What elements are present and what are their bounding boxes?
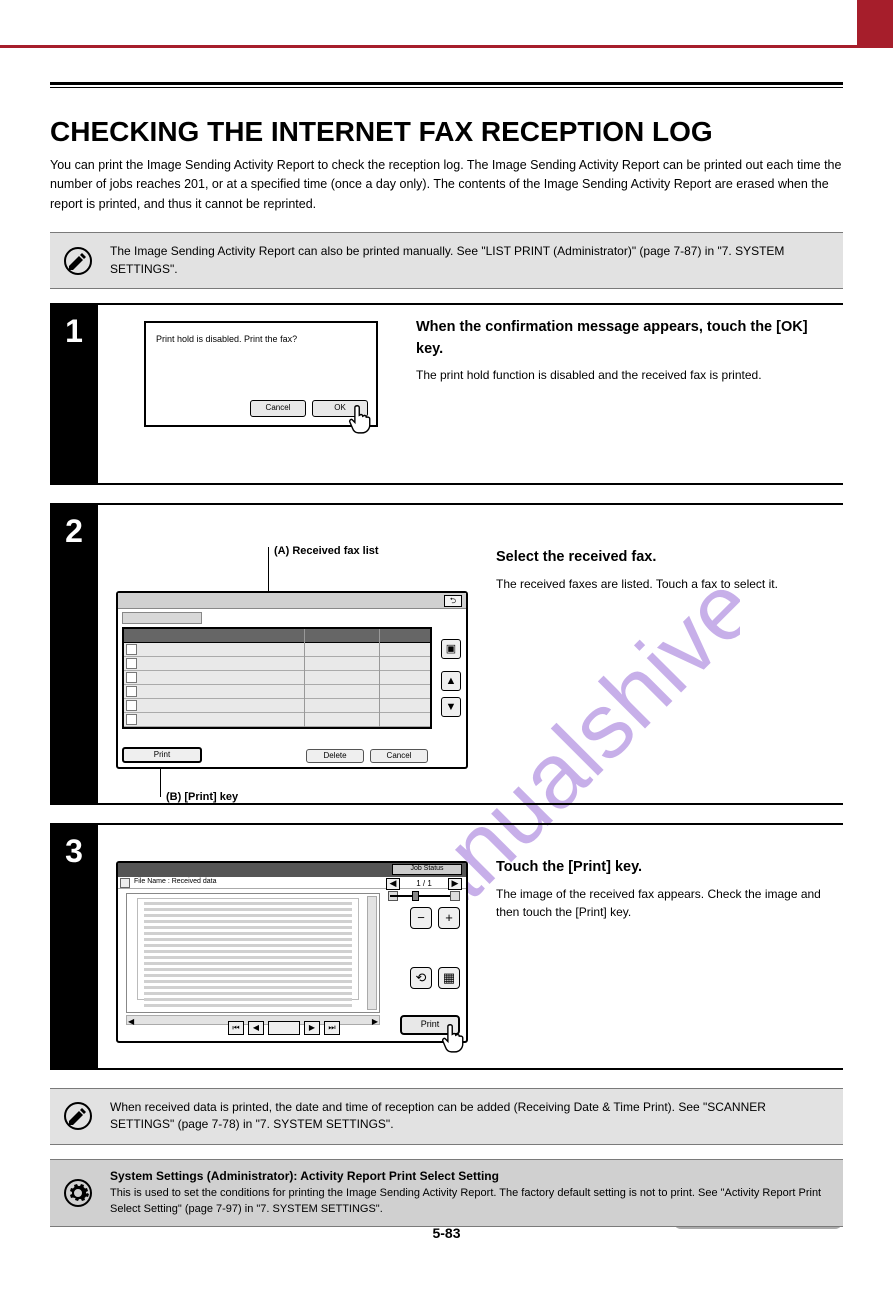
note-2-text: When received data is printed, the date … (110, 1100, 766, 1131)
next-page-button[interactable]: ▶ (304, 1021, 320, 1035)
grid-row[interactable] (124, 643, 430, 657)
pencil-icon (64, 247, 92, 275)
prev-page-button[interactable]: ◀ (248, 1021, 264, 1035)
preview-sheet (137, 898, 359, 1000)
dialog-cancel-button[interactable]: Cancel (250, 400, 306, 417)
row-type-icon (126, 644, 137, 655)
system-settings-note: System Settings (Administrator): Activit… (50, 1159, 843, 1227)
preview-print-label: Print (421, 1018, 440, 1032)
last-page-button[interactable]: ⏭ (324, 1021, 340, 1035)
grid-header (124, 629, 430, 643)
grid-row[interactable] (124, 685, 430, 699)
grid-row[interactable] (124, 713, 430, 727)
preview-print-button[interactable]: Print (400, 1015, 460, 1035)
page-prev-button[interactable]: ◀ (386, 878, 400, 890)
grid-row[interactable] (124, 699, 430, 713)
pencil-icon (64, 1102, 92, 1130)
step-1-lead: When the confirmation message appears, t… (416, 317, 829, 361)
row-type-icon (126, 700, 137, 711)
step-1-body: The print hold function is disabled and … (416, 366, 829, 384)
callout-line-b (160, 769, 161, 797)
note-1: The Image Sending Activity Report can al… (50, 232, 843, 289)
note-1-text: The Image Sending Activity Report can al… (110, 244, 784, 275)
first-page-button[interactable]: ⏮ (228, 1021, 244, 1035)
step-3-number: 3 (50, 825, 98, 1068)
preview-topbar: Job Status (118, 863, 466, 877)
received-fax-grid (122, 627, 432, 729)
header-bar (0, 0, 893, 48)
file-icon (120, 878, 130, 888)
page-number-field[interactable] (268, 1021, 300, 1035)
row-type-icon (126, 714, 137, 725)
gear-icon (64, 1179, 92, 1207)
grid-row[interactable] (124, 671, 430, 685)
zoom-in-button[interactable]: + (438, 907, 460, 929)
select-button[interactable]: ▣ (441, 639, 461, 659)
step-3-lead: Touch the [Print] key. (496, 857, 829, 879)
step-2-number: 2 (50, 505, 98, 803)
page-next-button[interactable]: ▶ (448, 878, 462, 890)
step-2: 2 (A) Received fax list ⮌ (50, 503, 843, 805)
zoom-out-button[interactable]: − (410, 907, 432, 929)
page-indicator: 1 / 1 (404, 878, 444, 890)
print-button[interactable]: Print (122, 747, 202, 763)
dialog-ok-button[interactable]: OK (312, 400, 368, 417)
row-type-icon (126, 658, 137, 669)
hand-pointer-icon (440, 1023, 468, 1055)
step-2-body: The received faxes are listed. Touch a f… (496, 575, 829, 593)
step-3-body: The image of the received fax appears. C… (496, 885, 829, 921)
file-name-label: File Name : Received data (134, 877, 216, 888)
sys-title: System Settings (Administrator): Activit… (110, 1169, 499, 1183)
preview-pane (126, 893, 380, 1013)
delete-button[interactable]: Delete (306, 749, 364, 763)
callout-label-b: (B) [Print] key (166, 789, 238, 806)
step-2-screen: ⮌ ▣ ▲ ▼ Prin (116, 591, 468, 769)
step-1: 1 Print hold is disabled. Print the fax?… (50, 303, 843, 485)
grid-row[interactable] (124, 657, 430, 671)
vertical-scrollbar[interactable] (367, 896, 377, 1010)
dialog-ok-label: OK (334, 402, 346, 414)
step-3-screen: Job Status File Name : Received data ◀ 1… (116, 861, 468, 1043)
step-3: 3 Job Status File Name : Received data ◀… (50, 823, 843, 1070)
jobstatus-topbar: ⮌ (118, 593, 466, 609)
fit-button[interactable]: ▦ (438, 967, 460, 989)
jobstatus-back-button[interactable]: Job Status (392, 864, 462, 875)
section-title: CHECKING THE INTERNET FAX RECEPTION LOG (50, 116, 843, 148)
callout-line-a (268, 547, 269, 597)
step-2-lead: Select the received fax. (496, 547, 829, 569)
note-2: When received data is printed, the date … (50, 1088, 843, 1145)
cancel-button[interactable]: Cancel (370, 749, 428, 763)
step-1-number: 1 (50, 305, 98, 483)
hand-pointer-icon (347, 404, 375, 436)
zoom-max-icon (450, 891, 460, 901)
callout-label-a: (A) Received fax list (274, 543, 379, 560)
row-type-icon (126, 686, 137, 697)
zoom-slider[interactable] (390, 891, 458, 901)
sys-body: This is used to set the conditions for p… (110, 1187, 821, 1215)
step-1-dialog: Print hold is disabled. Print the fax? C… (144, 321, 378, 427)
scroll-down-button[interactable]: ▼ (441, 697, 461, 717)
dialog-message: Print hold is disabled. Print the fax? (146, 323, 376, 347)
intro-text: You can print the Image Sending Activity… (50, 156, 843, 214)
rotate-button[interactable]: ⟲ (410, 967, 432, 989)
row-type-icon (126, 672, 137, 683)
tab[interactable] (122, 612, 202, 624)
double-rule (50, 82, 843, 88)
scroll-up-button[interactable]: ▲ (441, 671, 461, 691)
back-button[interactable]: ⮌ (444, 595, 462, 607)
